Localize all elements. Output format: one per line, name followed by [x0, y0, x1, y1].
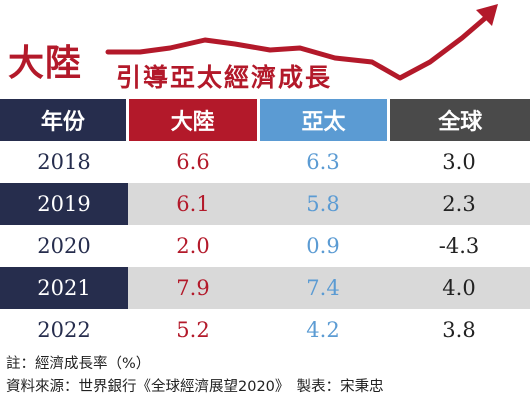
column-header-global: 全球: [390, 99, 530, 141]
cell-china: 5.2: [176, 318, 210, 342]
table-header-row: 年份 大陸 亞太 全球: [0, 99, 530, 141]
table-row: 2021 7.9 7.4 4.0: [0, 267, 530, 309]
cell-global: 3.8: [442, 318, 476, 342]
title-main: 大陸: [8, 43, 83, 84]
cell-asia-pacific: 0.9: [306, 234, 340, 258]
footnote-source: 資料來源：世界銀行《全球經濟展望2020》 製表：宋秉忠: [6, 379, 384, 395]
title-sub: 引導亞太經濟成長: [116, 63, 333, 92]
footnote-unit: 註：經濟成長率（%）: [6, 356, 151, 372]
column-header-asia-pacific: 亞太: [259, 99, 391, 141]
column-header-year: 年份: [0, 99, 129, 141]
cell-china: 7.9: [176, 276, 210, 300]
cell-year: 2019: [0, 183, 128, 225]
cell-year: 2020: [37, 234, 91, 258]
table-row: 2019 6.1 5.8 2.3: [0, 183, 530, 225]
cell-asia-pacific: 6.3: [306, 150, 340, 174]
table-row: 2022 5.2 4.2 3.8: [0, 309, 530, 351]
cell-china: 6.6: [176, 150, 210, 174]
cell-year: 2018: [37, 150, 91, 174]
column-header-china: 大陸: [128, 99, 260, 141]
table-row: 2018 6.6 6.3 3.0: [0, 141, 530, 183]
cell-year: 2021: [0, 267, 128, 309]
cell-china: 6.1: [176, 192, 210, 216]
cell-china: 2.0: [176, 234, 210, 258]
cell-global: 3.0: [442, 150, 476, 174]
trend-up-arrow-icon: [105, 4, 498, 81]
cell-global: 2.3: [442, 192, 476, 216]
growth-table: 年份 大陸 亞太 全球 2018 6.6 6.3 3.0 2019 6.1 5.8 2.3 20…: [0, 99, 530, 351]
cell-year: 2022: [37, 318, 91, 342]
cell-asia-pacific: 7.4: [306, 276, 340, 300]
cell-global: -4.3: [438, 234, 480, 258]
cell-global: 4.0: [442, 276, 476, 300]
title-banner: 大陸 引導亞太經濟成長: [0, 0, 530, 100]
cell-asia-pacific: 5.8: [306, 192, 340, 216]
table-row: 2020 2.0 0.9 -4.3: [0, 225, 530, 267]
cell-asia-pacific: 4.2: [306, 318, 340, 342]
